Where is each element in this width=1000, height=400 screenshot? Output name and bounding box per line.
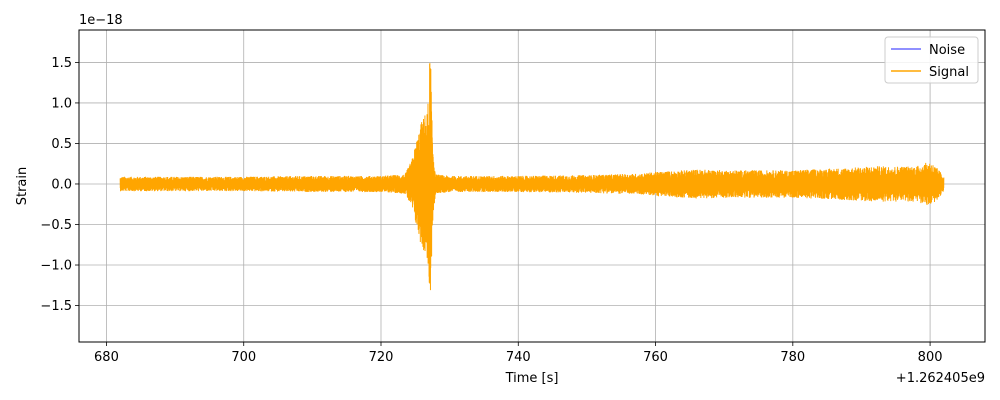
y-tick-label: 1.5 [51,56,72,71]
x-tick-label: 680 [94,350,119,365]
x-tick-label: 780 [780,350,805,365]
y-axis-label: Strain [15,167,30,206]
y-scale-text: 1e−18 [79,13,123,28]
plot-series [119,63,945,291]
legend-label-signal: Signal [929,65,969,80]
legend: Noise Signal [884,36,979,84]
x-axis: 680 700 720 740 760 780 800 [94,342,943,365]
legend-label-noise: Noise [929,43,965,58]
y-tick-label: −1.0 [40,259,72,274]
x-tick-label: 720 [369,350,394,365]
y-tick-label: −0.5 [40,218,72,233]
x-tick-label: 800 [918,350,943,365]
y-tick-label: 0.5 [51,137,72,152]
x-tick-label: 760 [643,350,668,365]
y-tick-label: 0.0 [51,177,72,192]
y-tick-label: −1.5 [40,299,72,314]
x-tick-label: 740 [506,350,531,365]
x-tick-label: 700 [231,350,256,365]
plot-frame [78,29,986,343]
y-axis: −1.5 −1.0 −0.5 0.0 0.5 1.0 1.5 [40,56,79,314]
x-axis-label: Time [s] [505,371,559,386]
series-line-signal [119,63,945,291]
y-tick-label: 1.0 [51,96,72,111]
x-offset-text: +1.262405e9 [896,371,985,386]
